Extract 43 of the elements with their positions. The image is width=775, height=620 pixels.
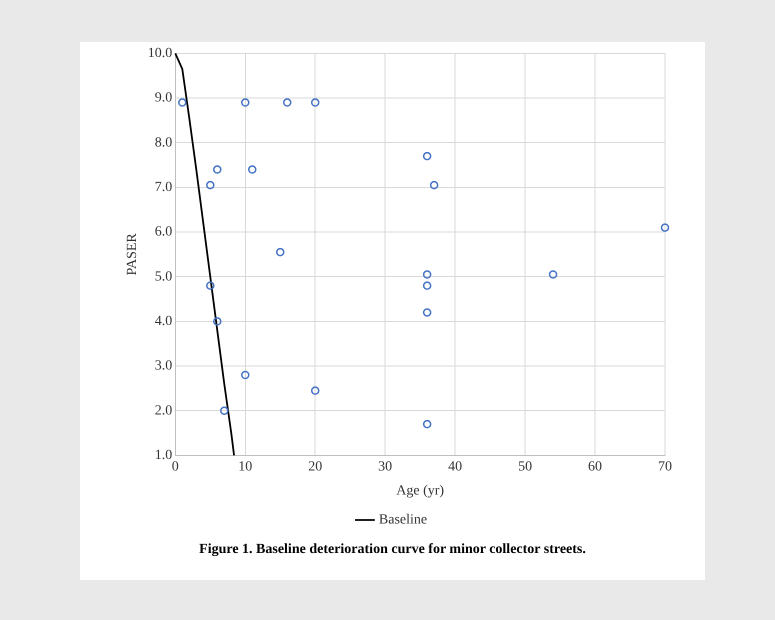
point xyxy=(310,386,320,395)
point xyxy=(422,270,432,279)
point xyxy=(422,281,432,290)
y-tick-label: 2.0 xyxy=(154,403,172,418)
point xyxy=(282,98,292,107)
point xyxy=(430,180,438,190)
point xyxy=(422,152,432,160)
point xyxy=(310,98,320,107)
x-tick-label: 30 xyxy=(378,459,392,474)
y-tick-label: 1.0 xyxy=(154,448,172,464)
x-tick-label: 20 xyxy=(308,459,322,474)
y-axis-title: PASER xyxy=(125,232,140,276)
point xyxy=(213,165,222,174)
y-tick-label: 9.0 xyxy=(154,90,172,106)
y-tick-label: 7.0 xyxy=(154,180,172,196)
legend-label: Baseline xyxy=(378,512,428,528)
x-tick-label: 0 xyxy=(172,459,179,474)
x-tick-label: 50 xyxy=(518,459,532,474)
y-tick-label: 3.0 xyxy=(154,358,172,374)
point xyxy=(422,420,432,428)
point xyxy=(206,180,215,190)
y-tick-label: 10.0 xyxy=(148,46,172,62)
point xyxy=(241,98,250,107)
y-tick-label: 4.0 xyxy=(154,314,172,330)
point xyxy=(422,308,432,317)
y-tick-label: 5.0 xyxy=(154,269,172,284)
point xyxy=(660,223,670,232)
point xyxy=(178,98,187,107)
x-tick-label: 10 xyxy=(238,459,252,474)
point xyxy=(248,165,257,174)
y-tick-label: 8.0 xyxy=(154,135,172,150)
x-tick-label: 60 xyxy=(588,459,602,474)
x-tick-label: 70 xyxy=(658,459,672,474)
point xyxy=(220,406,229,415)
point xyxy=(548,270,558,279)
y-tick-label: 6.0 xyxy=(154,224,172,240)
point xyxy=(213,317,222,326)
point xyxy=(206,281,215,290)
x-axis-title: Age (yr) xyxy=(396,483,444,498)
caption: Figure 1. Baseline deterioration curve for minor collector streets. xyxy=(198,542,587,558)
point xyxy=(241,370,250,380)
point xyxy=(276,248,284,256)
x-tick-label: 40 xyxy=(448,459,462,474)
